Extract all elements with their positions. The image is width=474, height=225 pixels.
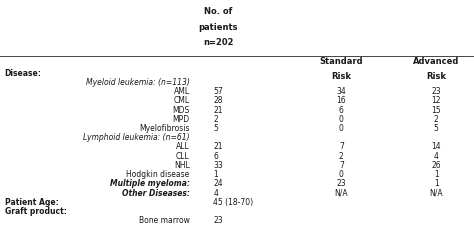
Text: 2: 2 — [339, 152, 344, 161]
Text: 5: 5 — [434, 124, 438, 133]
Text: 23: 23 — [337, 179, 346, 188]
Text: 0: 0 — [339, 124, 344, 133]
Text: 23: 23 — [431, 87, 441, 96]
Text: 28: 28 — [213, 96, 223, 105]
Text: 12: 12 — [431, 96, 441, 105]
Text: 45 (18-70): 45 (18-70) — [213, 198, 254, 207]
Text: 5: 5 — [213, 124, 218, 133]
Text: MDS: MDS — [173, 106, 190, 115]
Text: 1: 1 — [213, 170, 218, 179]
Text: Disease:: Disease: — [5, 69, 42, 78]
Text: Risk: Risk — [331, 72, 351, 81]
Text: 0: 0 — [339, 115, 344, 124]
Text: 6: 6 — [213, 152, 218, 161]
Text: 21: 21 — [213, 142, 223, 151]
Text: MPD: MPD — [173, 115, 190, 124]
Text: CML: CML — [173, 96, 190, 105]
Text: 26: 26 — [431, 161, 441, 170]
Text: 21: 21 — [213, 106, 223, 115]
Text: 0: 0 — [339, 170, 344, 179]
Text: 14: 14 — [431, 142, 441, 151]
Text: 33: 33 — [213, 161, 223, 170]
Text: AML: AML — [173, 87, 190, 96]
Text: Bone marrow: Bone marrow — [139, 216, 190, 225]
Text: ALL: ALL — [176, 142, 190, 151]
Text: Patient Age:: Patient Age: — [5, 198, 58, 207]
Text: 15: 15 — [431, 106, 441, 115]
Text: Advanced: Advanced — [413, 57, 459, 66]
Text: No. of: No. of — [204, 7, 232, 16]
Text: 23: 23 — [213, 216, 223, 225]
Text: N/A: N/A — [429, 189, 443, 198]
Text: Standard: Standard — [319, 57, 363, 66]
Text: Risk: Risk — [426, 72, 446, 81]
Text: 16: 16 — [337, 96, 346, 105]
Text: 57: 57 — [213, 87, 223, 96]
Text: 24: 24 — [213, 179, 223, 188]
Text: 34: 34 — [337, 87, 346, 96]
Text: Graft product:: Graft product: — [5, 207, 67, 216]
Text: 7: 7 — [339, 142, 344, 151]
Text: CLL: CLL — [176, 152, 190, 161]
Text: Lymphoid leukemia: (n=61): Lymphoid leukemia: (n=61) — [83, 133, 190, 142]
Text: 2: 2 — [213, 115, 218, 124]
Text: 2: 2 — [434, 115, 438, 124]
Text: Multiple myeloma:: Multiple myeloma: — [109, 179, 190, 188]
Text: 4: 4 — [213, 189, 218, 198]
Text: Other Diseases:: Other Diseases: — [122, 189, 190, 198]
Text: n=202: n=202 — [203, 38, 233, 47]
Text: NHL: NHL — [174, 161, 190, 170]
Text: 1: 1 — [434, 179, 438, 188]
Text: patients: patients — [198, 22, 238, 32]
Text: N/A: N/A — [335, 189, 348, 198]
Text: 4: 4 — [434, 152, 438, 161]
Text: Myeloid leukemia: (n=113): Myeloid leukemia: (n=113) — [86, 78, 190, 87]
Text: Myelofibrosis: Myelofibrosis — [139, 124, 190, 133]
Text: Hodgkin disease: Hodgkin disease — [127, 170, 190, 179]
Text: 6: 6 — [339, 106, 344, 115]
Text: 7: 7 — [339, 161, 344, 170]
Text: 1: 1 — [434, 170, 438, 179]
